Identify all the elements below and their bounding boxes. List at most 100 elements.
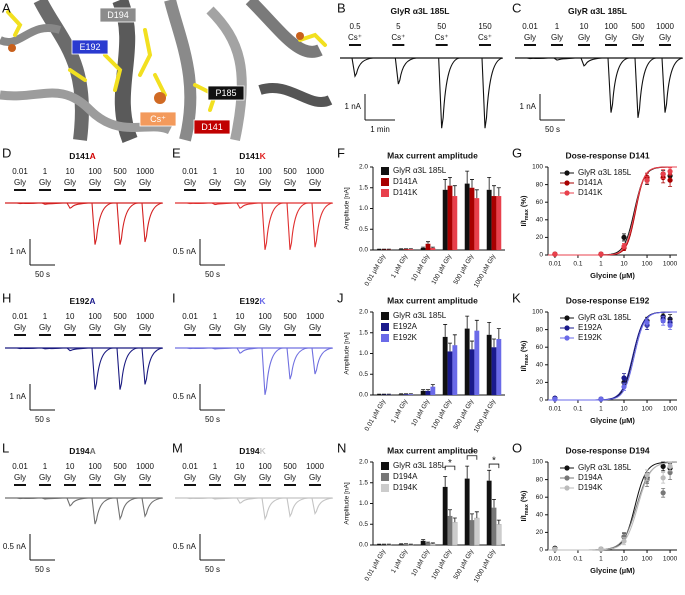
current-response bbox=[311, 202, 334, 248]
x-tick-label: 1000 bbox=[663, 406, 678, 413]
current-response bbox=[16, 347, 39, 350]
error-bar bbox=[470, 179, 474, 188]
x-tick-label: 0.1 bbox=[573, 261, 582, 268]
error-bar bbox=[448, 509, 452, 516]
scale-label-y: 1 nA bbox=[520, 102, 537, 111]
x-tick-label: 1 bbox=[599, 261, 603, 268]
current-response bbox=[286, 497, 309, 518]
application-conc: 100 bbox=[604, 22, 618, 31]
current-response bbox=[66, 202, 89, 209]
application-agent: Gly bbox=[659, 33, 671, 42]
application-agent: Gly bbox=[578, 33, 590, 42]
data-point bbox=[552, 546, 558, 552]
x-tick-label: 0.1 bbox=[573, 556, 582, 563]
error-bar bbox=[496, 328, 501, 339]
panel-letter: K bbox=[512, 290, 521, 305]
application-conc: 500 bbox=[283, 167, 297, 176]
fit-curve bbox=[548, 311, 678, 401]
data-point bbox=[644, 177, 650, 183]
bar bbox=[496, 338, 502, 395]
data-point bbox=[621, 534, 627, 540]
application-conc: 1000 bbox=[136, 312, 154, 321]
x-tick-label: 1 µM Gly bbox=[390, 548, 410, 575]
application-conc: 500 bbox=[283, 312, 297, 321]
application-agent: Gly bbox=[39, 178, 51, 187]
bar bbox=[442, 486, 448, 545]
x-tick-label: 10 bbox=[620, 261, 628, 268]
y-tick-label: 1.5 bbox=[359, 479, 368, 486]
data-point bbox=[660, 475, 666, 481]
y-label-main: I/I bbox=[519, 515, 528, 521]
current-response bbox=[661, 57, 684, 113]
y-label-sub: max bbox=[524, 353, 530, 365]
current-response bbox=[261, 347, 284, 395]
application-conc: 1 bbox=[555, 22, 560, 31]
bar bbox=[425, 390, 431, 395]
panel-letter: L bbox=[2, 440, 9, 455]
error-bar bbox=[426, 241, 430, 244]
ribbon bbox=[33, 0, 89, 141]
application-conc: 100 bbox=[258, 312, 272, 321]
error-bar bbox=[448, 342, 452, 352]
y-tick-label: 1.0 bbox=[359, 350, 368, 357]
data-point bbox=[660, 463, 666, 469]
application-agent: Cs⁺ bbox=[478, 33, 492, 42]
application-conc: 1000 bbox=[306, 462, 324, 471]
application-conc: 1000 bbox=[306, 312, 324, 321]
x-tick-label: 100 bbox=[642, 261, 653, 268]
application-conc: 500 bbox=[283, 462, 297, 471]
current-response bbox=[211, 202, 234, 206]
error-bar bbox=[443, 476, 448, 487]
legend-label: D141A bbox=[578, 178, 603, 187]
legend-swatch bbox=[381, 473, 389, 481]
y-tick-label: 0 bbox=[539, 252, 543, 259]
error-bar bbox=[426, 541, 430, 543]
residue-label-box bbox=[207, 85, 245, 101]
ion bbox=[8, 44, 16, 52]
bar bbox=[398, 394, 404, 395]
current-response bbox=[66, 347, 89, 352]
bar bbox=[486, 480, 492, 545]
error-bar bbox=[474, 511, 479, 519]
application-agent: Gly bbox=[524, 33, 536, 42]
legend-label: E192A bbox=[578, 323, 603, 332]
application-conc: 500 bbox=[113, 462, 127, 471]
residue-label: Cs⁺ bbox=[150, 114, 166, 124]
chart-title: Max current amplitude bbox=[387, 150, 478, 160]
error-bar bbox=[465, 315, 470, 329]
application-agent: Gly bbox=[89, 323, 101, 332]
data-point bbox=[621, 375, 627, 381]
legend-label: E192K bbox=[393, 333, 418, 342]
legend-label: GlyR α3L 185L bbox=[393, 461, 447, 470]
y-tick-label: 0 bbox=[539, 547, 543, 554]
legend-marker bbox=[564, 315, 570, 321]
y-tick-label: 0.5 bbox=[359, 371, 368, 378]
application-conc: 1 bbox=[43, 167, 48, 176]
title-part: GlyR α3L 185L bbox=[391, 6, 450, 16]
application-agent: Gly bbox=[284, 473, 296, 482]
application-agent: Gly bbox=[14, 473, 26, 482]
significance-bracket bbox=[444, 465, 456, 471]
panel-letter: E bbox=[172, 145, 181, 160]
application-conc: 100 bbox=[258, 167, 272, 176]
application-agent: Gly bbox=[114, 323, 126, 332]
y-tick-label: 0 bbox=[539, 397, 543, 404]
scale-label-x: 50 s bbox=[35, 270, 50, 279]
title-part: D194 bbox=[239, 446, 260, 456]
application-conc: 10 bbox=[236, 167, 245, 176]
application-conc: 10 bbox=[580, 22, 589, 31]
error-bar bbox=[443, 179, 448, 190]
current-response bbox=[16, 202, 39, 205]
current-response bbox=[580, 57, 603, 67]
current-response bbox=[607, 57, 630, 113]
scale-label-x: 50 s bbox=[545, 125, 560, 134]
error-bar bbox=[426, 389, 430, 391]
current-response bbox=[236, 202, 259, 209]
residue-label-box bbox=[193, 119, 231, 135]
trace-title: D194K bbox=[239, 446, 266, 456]
application-agent: Gly bbox=[89, 178, 101, 187]
data-point bbox=[644, 319, 650, 326]
application-agent: Gly bbox=[209, 323, 221, 332]
y-tick-label: 1.0 bbox=[359, 500, 368, 507]
scale-label-x: 50 s bbox=[205, 415, 220, 424]
